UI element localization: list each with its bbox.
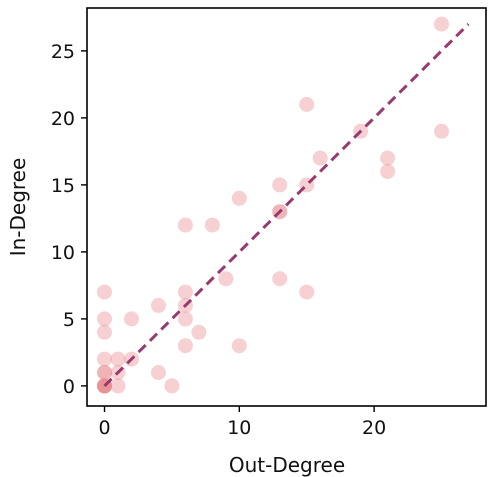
data-point: [177, 284, 193, 300]
y-tick-label: 5: [63, 309, 75, 331]
y-tick-label: 10: [51, 242, 75, 264]
data-point: [231, 190, 247, 206]
data-point: [177, 217, 193, 233]
reference-line: [103, 23, 470, 387]
data-point: [299, 284, 315, 300]
points-layer: [97, 16, 450, 394]
data-point: [150, 364, 166, 380]
data-point: [97, 351, 113, 367]
x-tick-label: 20: [362, 417, 386, 439]
data-point: [380, 163, 396, 179]
data-point: [164, 378, 180, 394]
plot-frame: [86, 7, 487, 407]
data-point: [97, 364, 113, 380]
data-point: [97, 284, 113, 300]
data-point: [218, 271, 234, 287]
data-point: [204, 217, 220, 233]
x-tick-label: 10: [227, 417, 251, 439]
data-point: [434, 16, 450, 32]
x-tick-label: 0: [98, 417, 110, 439]
data-point: [150, 297, 166, 313]
y-tick-label: 15: [51, 175, 75, 197]
data-point: [380, 150, 396, 166]
data-point: [312, 150, 328, 166]
data-point: [231, 338, 247, 354]
data-point: [110, 378, 126, 394]
data-point: [123, 311, 139, 327]
y-axis-label: In-Degree: [6, 158, 30, 257]
y-tick-label: 20: [51, 108, 75, 130]
y-tick-label: 25: [51, 41, 75, 63]
data-point: [272, 177, 288, 193]
data-point: [97, 364, 113, 380]
ticks-layer: 0 10 20 0 5 10 15 20 25: [51, 41, 386, 439]
data-point: [434, 123, 450, 139]
y-tick-label: 0: [63, 376, 75, 398]
x-axis-label: Out-Degree: [229, 453, 345, 477]
data-point: [97, 311, 113, 327]
data-point: [177, 338, 193, 354]
data-point: [110, 351, 126, 367]
data-point: [299, 96, 315, 112]
data-point: [272, 271, 288, 287]
reference-line-layer: [103, 23, 470, 387]
data-point: [97, 324, 113, 340]
data-point: [177, 311, 193, 327]
data-point: [191, 324, 207, 340]
